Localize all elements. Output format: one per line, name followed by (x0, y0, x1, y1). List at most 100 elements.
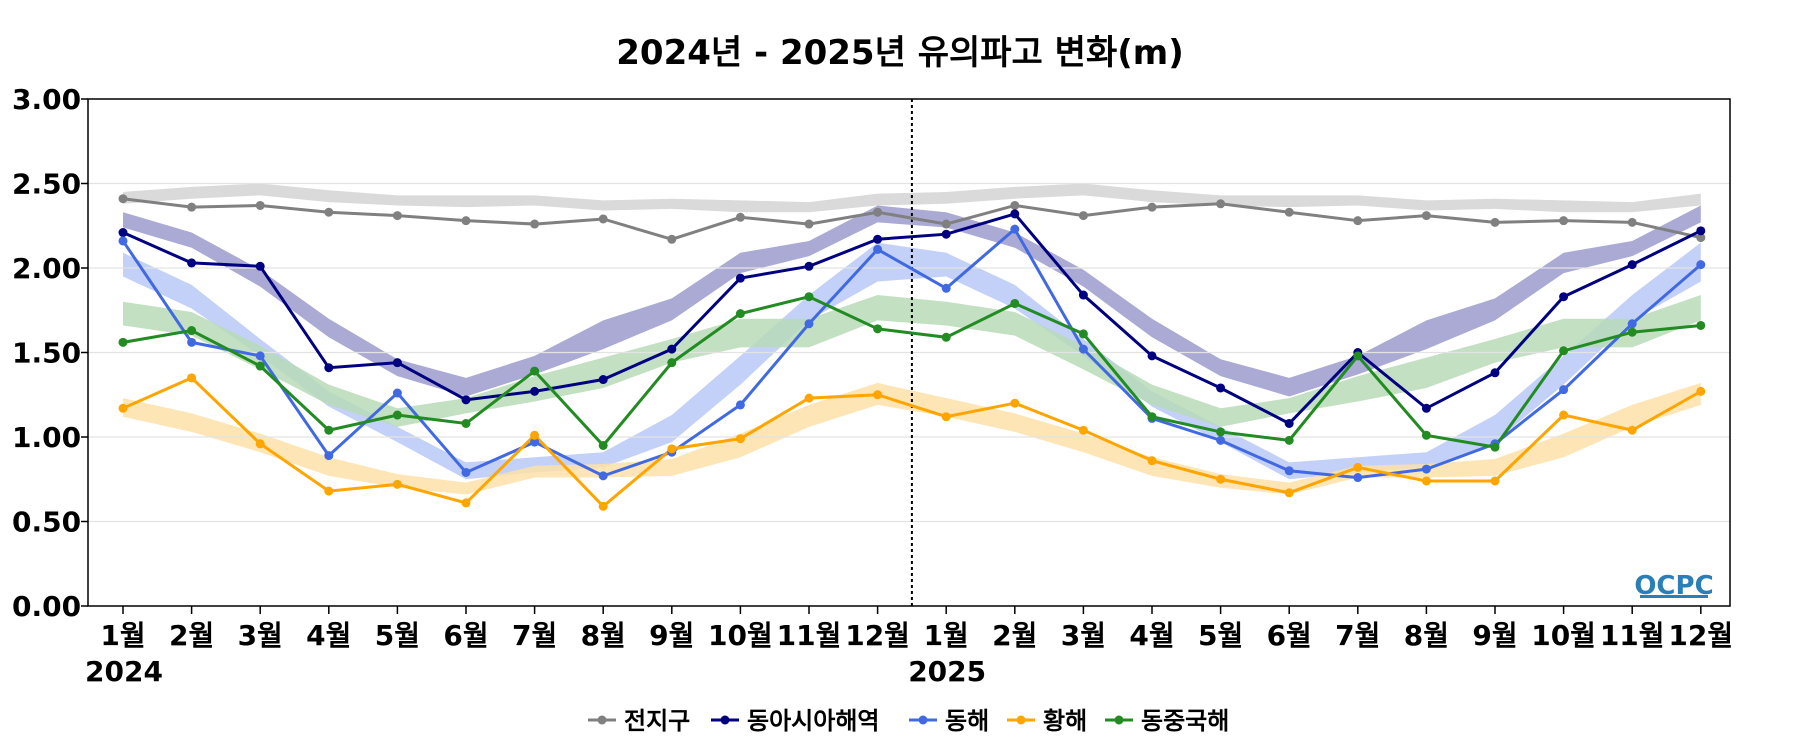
x-tick-label: 4월 (1129, 619, 1174, 652)
data-point (667, 444, 677, 454)
year-label: 2025 (908, 655, 986, 688)
data-point (804, 292, 814, 302)
logo-wave (1640, 595, 1708, 598)
series-line-3 (122, 376, 1702, 509)
data-point (530, 219, 540, 229)
x-axis: 1월 2월 3월 4월 5월 6월 7월 8월 9월 10월 11월 12월 1월 2월 3월 4월 5월 6월 7… (100, 606, 1733, 652)
data-point (118, 236, 128, 246)
data-point (1421, 464, 1431, 474)
data-point (804, 319, 814, 329)
data-point (1078, 344, 1088, 354)
data-point (255, 439, 265, 449)
data-point (735, 273, 745, 283)
data-point (941, 229, 951, 239)
data-point (118, 337, 128, 347)
legend-marker-0 (597, 715, 607, 725)
data-point (324, 425, 334, 435)
data-point (804, 393, 814, 403)
data-point (392, 388, 402, 398)
x-tick-label: 9월 (649, 619, 694, 652)
data-point (735, 212, 745, 222)
data-point (1696, 320, 1706, 330)
legend-marker-1 (720, 715, 730, 725)
series-line-0 (122, 197, 1702, 241)
data-point (461, 216, 471, 226)
data-point (667, 344, 677, 354)
x-tick-label: 3월 (1061, 619, 1106, 652)
data-point (1010, 298, 1020, 308)
data-point (461, 395, 471, 405)
data-point (873, 390, 883, 400)
x-tick-label: 10월 (1531, 619, 1596, 652)
legend-label-0: 전지구 (624, 707, 690, 735)
data-point (1696, 226, 1706, 236)
data-point (530, 366, 540, 376)
data-point (187, 326, 197, 336)
series-lines (121, 197, 1702, 509)
data-point (804, 261, 814, 271)
data-point (1010, 224, 1020, 234)
data-point (1490, 368, 1500, 378)
data-point (530, 430, 540, 440)
chart-title: 2024년 - 2025년 유의파고 변화(m) (616, 33, 1183, 73)
data-point (118, 228, 128, 238)
data-point (1284, 207, 1294, 217)
data-point (804, 219, 814, 229)
data-point (1627, 425, 1637, 435)
data-point (941, 332, 951, 342)
data-point (1284, 488, 1294, 498)
x-tick-label: 6월 (443, 619, 488, 652)
y-tick-label: 1.50 (12, 337, 81, 370)
data-point (941, 283, 951, 293)
data-point (1078, 329, 1088, 339)
data-point (1627, 319, 1637, 329)
data-point (324, 207, 334, 217)
legend-marker-2 (918, 715, 928, 725)
data-point (1627, 327, 1637, 337)
data-point (1284, 435, 1294, 445)
data-point (1216, 383, 1226, 393)
legend-label-4: 동중국해 (1141, 707, 1229, 735)
y-tick-label: 0.00 (12, 590, 81, 623)
data-point (735, 309, 745, 319)
data-point (461, 498, 471, 508)
data-point (1490, 476, 1500, 486)
y-tick-label: 2.00 (12, 252, 81, 285)
x-tick-label: 12월 (1668, 619, 1733, 652)
data-point (1559, 410, 1569, 420)
data-point (187, 202, 197, 212)
data-point (1284, 466, 1294, 476)
data-point (941, 412, 951, 422)
x-tick-label: 11월 (1600, 619, 1665, 652)
legend-label-1: 동아시아해역 (747, 707, 879, 735)
x-tick-label: 5월 (375, 619, 420, 652)
data-point (1559, 292, 1569, 302)
data-point (255, 261, 265, 271)
x-tick-label: 7월 (512, 619, 557, 652)
year-labels: 2024 2025 (85, 655, 986, 688)
x-tick-label: 1월 (100, 619, 145, 652)
data-point (1559, 385, 1569, 395)
data-point (1490, 217, 1500, 227)
data-point (1147, 202, 1157, 212)
data-point (1696, 260, 1706, 270)
data-point (873, 234, 883, 244)
x-tick-label: 2월 (169, 619, 214, 652)
series-line-4 (122, 295, 1701, 449)
data-point (1559, 216, 1569, 226)
data-point (1353, 462, 1363, 472)
data-point (873, 244, 883, 254)
x-tick-label: 9월 (1472, 619, 1517, 652)
y-tick-label: 2.50 (12, 168, 81, 201)
data-point (1421, 211, 1431, 221)
data-point (255, 200, 265, 210)
x-tick-label: 1월 (924, 619, 969, 652)
data-point (255, 351, 265, 361)
legend: 전지구 동아시아해역 동해 황해 동중국해 (588, 707, 1229, 735)
series-points (118, 194, 1706, 511)
data-point (530, 437, 540, 447)
data-point (1421, 476, 1431, 486)
data-point (667, 358, 677, 368)
legend-label-3: 황해 (1043, 707, 1087, 735)
data-point (461, 467, 471, 477)
